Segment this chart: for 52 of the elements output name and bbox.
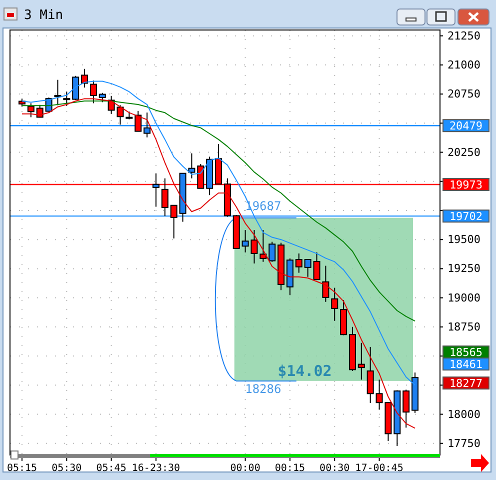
candlestick [134, 110, 142, 132]
candlestick [358, 342, 365, 380]
y-tick-label: 20250 [447, 146, 481, 159]
candlestick [331, 287, 338, 322]
candlestick [268, 241, 276, 262]
y-tick-label: 17750 [447, 436, 481, 450]
text: 18277 [449, 377, 483, 390]
candlestick [54, 79, 62, 106]
line-series [22, 100, 416, 322]
chart-title: 3 Min [24, 8, 64, 23]
ref-line-label: 19973 [449, 178, 483, 192]
candlestick [144, 112, 151, 138]
ref-line-label: 20479 [449, 120, 483, 133]
candlestick [170, 204, 178, 239]
candlestick [98, 92, 106, 103]
y-tick-label: 19500 [447, 233, 481, 246]
candlestick [116, 104, 124, 126]
candlestick [72, 75, 80, 100]
x-tick-label: 17-00:45 [355, 463, 404, 474]
candlestick [27, 102, 34, 118]
candlestick [63, 91, 70, 106]
x-tick-label: 00:30 [320, 463, 350, 474]
band-label: $14.02 [278, 362, 332, 380]
y-tick-label: 18000 [447, 408, 481, 421]
candlestick [366, 346, 374, 404]
y-tick-label: 18750 [447, 320, 481, 334]
y-tick-label: 19000 [447, 291, 481, 304]
x-tick-label: 00:00 [230, 463, 260, 474]
x-tick-label: 05:30 [52, 463, 82, 474]
candlestick [260, 230, 267, 262]
y-tick-label: 21250 [447, 29, 481, 42]
text: 18461 [449, 358, 483, 371]
x-tick-label: 00:15 [274, 463, 306, 474]
y-tick-label: 21000 [447, 58, 481, 72]
annotation: 18286 [245, 382, 282, 396]
candlestick [322, 265, 330, 302]
candlestick [81, 68, 88, 88]
x-tick-label: 05:15 [6, 463, 38, 474]
ref-line-label: 19702 [449, 210, 483, 224]
y-tick-label: 20750 [447, 88, 481, 101]
candlestick [313, 252, 320, 281]
text: 18565 [449, 346, 483, 359]
candlestick [90, 80, 97, 104]
candlestick [402, 389, 410, 428]
candlestick [304, 259, 312, 278]
candlestick [152, 172, 160, 208]
x-tick-label: 16-23:30 [132, 463, 180, 474]
x-tick-label: 05:45 [96, 463, 126, 474]
y-tick-label: 19250 [447, 262, 481, 276]
line-series [22, 98, 416, 429]
candlestick [295, 252, 302, 274]
candlestick [188, 152, 196, 179]
